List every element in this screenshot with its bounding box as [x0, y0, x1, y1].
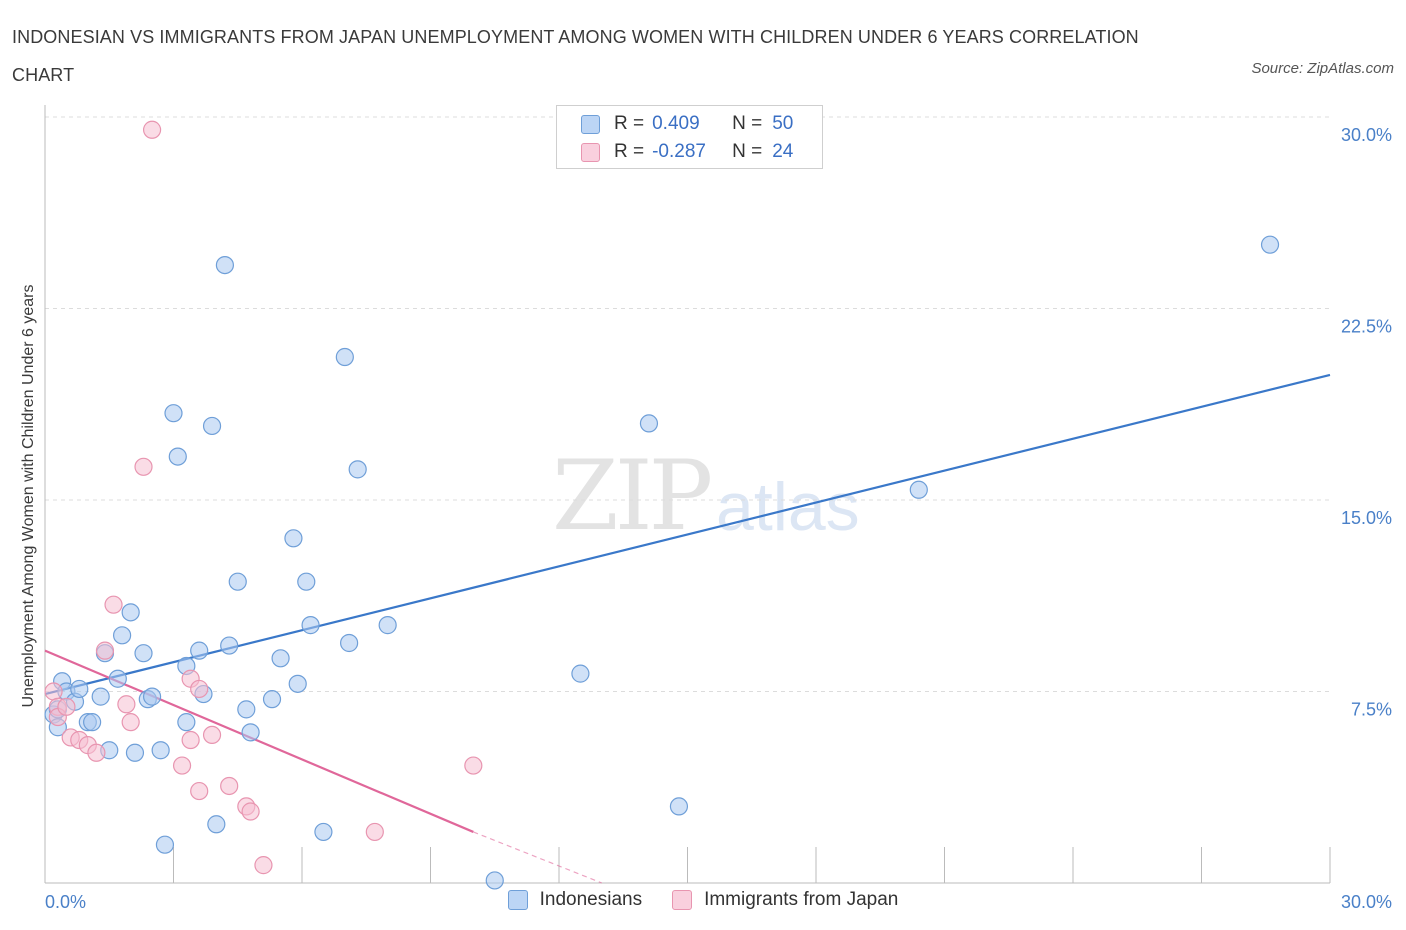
legend-n-label: N = — [732, 113, 763, 134]
grid-lines — [45, 116, 1330, 692]
point-indonesians — [215, 255, 234, 275]
x-tick-label-max: 30.0% — [1341, 892, 1392, 912]
trend-line-0 — [44, 373, 1331, 696]
legend-r-label: R = — [614, 141, 645, 162]
point-indonesians — [190, 641, 209, 660]
point-indonesians — [378, 616, 397, 635]
point-indonesians — [142, 687, 162, 706]
point-indonesians — [83, 713, 102, 732]
point-japan — [254, 856, 273, 875]
point-indonesians — [108, 669, 127, 688]
point-indonesians — [237, 700, 256, 719]
series-legend: Indonesians Immigrants from Japan — [0, 889, 1406, 911]
point-indonesians — [262, 690, 282, 709]
point-indonesians — [220, 636, 239, 655]
legend-swatch-blue — [581, 114, 600, 134]
point-indonesians — [125, 743, 145, 762]
tick-labels: 7.5% 15.0% 22.5% 30.0% 0.0% 30.0% — [45, 125, 1392, 912]
y-tick-label: 15.0% — [1341, 508, 1392, 528]
point-japan — [104, 595, 123, 614]
point-indonesians — [271, 649, 290, 668]
point-indonesians — [639, 414, 659, 433]
point-japan — [365, 822, 384, 842]
watermark-zip: ZIP — [552, 440, 713, 552]
data-points — [44, 120, 1280, 890]
point-indonesians — [340, 633, 359, 653]
point-indonesians — [314, 822, 333, 842]
point-indonesians — [241, 723, 260, 742]
point-japan — [241, 802, 260, 821]
point-indonesians — [164, 404, 183, 423]
point-indonesians — [669, 797, 689, 816]
y-tick-label: 7.5% — [1351, 700, 1392, 720]
point-indonesians — [155, 835, 175, 854]
point-indonesians — [297, 572, 316, 591]
legend-row-japan: R = -0.287 N = 24 — [581, 140, 793, 164]
legend-r-value: -0.287 — [652, 141, 706, 162]
point-japan — [121, 713, 140, 732]
point-japan — [44, 682, 63, 701]
correlation-legend: R = 0.409 N = 50 R = -0.287 N = 24 — [556, 105, 823, 169]
legend-swatch-pink — [581, 142, 600, 162]
legend-label-japan: Immigrants from Japan — [704, 889, 899, 910]
legend-item-indonesians[interactable]: Indonesians — [507, 889, 643, 911]
point-indonesians — [284, 529, 303, 548]
axes — [44, 105, 1331, 884]
legend-r-value: 0.409 — [652, 113, 700, 134]
legend-item-japan[interactable]: Immigrants from Japan — [672, 889, 898, 911]
point-indonesians — [70, 679, 89, 699]
y-tick-label: 30.0% — [1341, 125, 1392, 145]
point-indonesians — [571, 664, 590, 683]
point-indonesians — [909, 480, 928, 499]
point-indonesians — [301, 616, 320, 635]
point-japan — [220, 776, 239, 796]
point-indonesians — [1260, 235, 1280, 254]
legend-n-value: 50 — [772, 113, 794, 134]
point-indonesians — [485, 871, 504, 890]
point-japan — [202, 725, 222, 745]
legend-n-value: 24 — [772, 141, 794, 162]
watermark-atlas: atlas — [716, 469, 860, 545]
legend-r-label: R = — [614, 113, 645, 134]
point-japan — [87, 743, 106, 762]
point-indonesians — [348, 460, 367, 479]
point-japan — [464, 756, 483, 775]
legend-row-indonesians: R = 0.409 N = 50 — [581, 112, 793, 136]
source-label: Source: ZipAtlas.com — [1251, 60, 1394, 77]
legend-label-indonesians: Indonesians — [539, 889, 643, 910]
legend-swatch-japan — [672, 890, 693, 910]
point-indonesians — [202, 416, 222, 436]
point-indonesians — [168, 447, 187, 466]
point-indonesians — [112, 626, 132, 645]
point-indonesians — [91, 687, 110, 706]
point-indonesians — [177, 713, 196, 732]
legend-swatch-indonesians — [507, 890, 528, 910]
point-japan — [134, 457, 153, 476]
legend-n-label: N = — [732, 141, 763, 162]
point-japan — [190, 781, 209, 801]
point-indonesians — [335, 347, 354, 367]
point-indonesians — [151, 741, 170, 760]
point-japan — [172, 756, 192, 775]
chart-title: INDONESIAN VS IMMIGRANTS FROM JAPAN UNEM… — [12, 27, 1139, 85]
point-japan — [142, 120, 162, 139]
point-indonesians — [228, 572, 247, 591]
point-japan — [181, 730, 200, 750]
point-indonesians — [207, 815, 226, 834]
point-indonesians — [288, 674, 307, 693]
point-japan — [57, 697, 76, 716]
point-indonesians — [121, 603, 140, 622]
point-japan — [95, 641, 115, 660]
point-indonesians — [134, 644, 153, 663]
x-tick-label-min: 0.0% — [45, 892, 86, 912]
point-japan — [190, 679, 209, 699]
y-tick-label: 22.5% — [1341, 317, 1392, 337]
point-japan — [117, 695, 136, 714]
